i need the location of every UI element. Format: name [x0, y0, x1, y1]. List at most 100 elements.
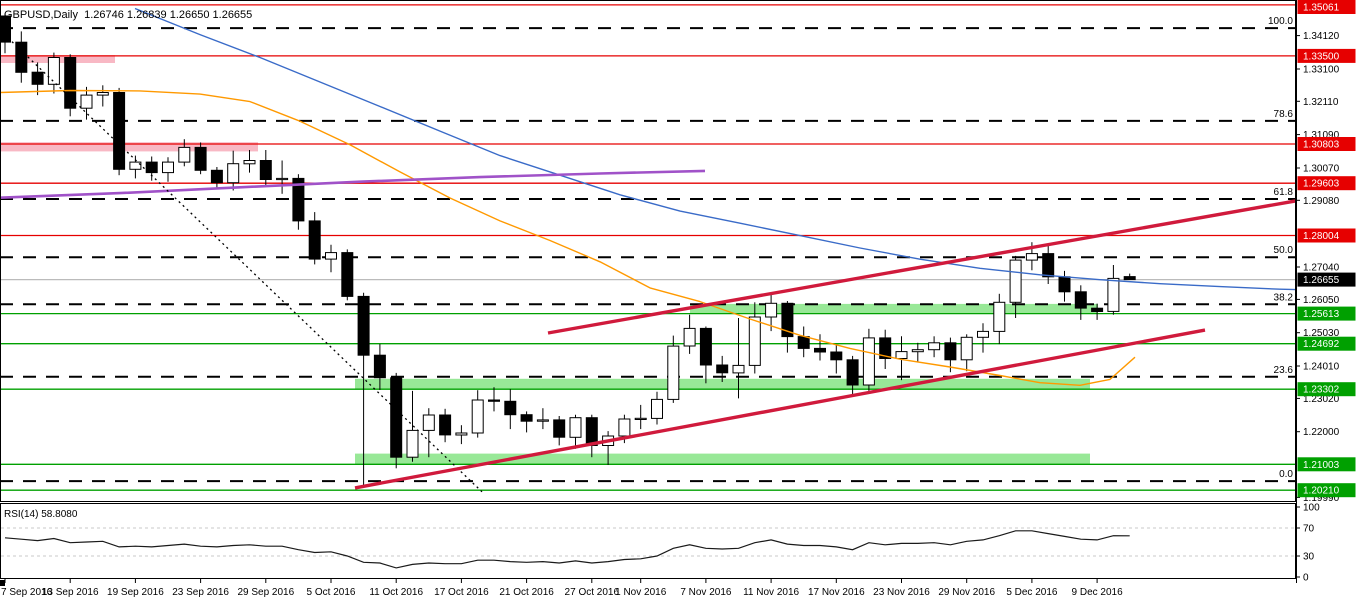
candle [960, 334, 973, 372]
rsi-line [4, 530, 1130, 569]
date-axis-label: 23 Sep 2016 [172, 587, 229, 598]
price-badge-label: 1.23302 [1303, 385, 1340, 396]
candle [1091, 303, 1104, 320]
horizontal-level-lines[interactable] [0, 4, 1296, 491]
candle [520, 411, 533, 433]
pink-zone-rect[interactable] [0, 142, 258, 152]
fib-level-label: 61.8 [1274, 187, 1294, 198]
candle [292, 174, 305, 230]
candle [406, 390, 419, 462]
date-axis-label: 9 Dec 2016 [1072, 587, 1124, 598]
price-badges: 1.35061 1.33500 1.30803 1.29603 1.28004 1.256… [1297, 0, 1356, 498]
candle [455, 425, 468, 445]
candle [879, 329, 892, 369]
candle [569, 414, 582, 449]
rsi-indicator: 100 70 30 0 [1, 503, 1320, 584]
price-axis: 1.34120 1.33100 1.32110 1.31090 1.30070 1.290… [1296, 31, 1340, 504]
price-axis-label: 1.29080 [1303, 196, 1340, 207]
date-axis-label: 27 Oct 2016 [565, 587, 620, 598]
price-axis-label: 1.34120 [1303, 31, 1340, 42]
candle [47, 52, 60, 94]
price-axis-label: 1.30070 [1303, 164, 1340, 175]
candle [651, 391, 663, 425]
candle [357, 292, 370, 486]
date-axis-label: 11 Nov 2016 [743, 587, 799, 598]
date-axis-label: 5 Dec 2016 [1006, 587, 1058, 598]
candle [1074, 285, 1087, 320]
date-axis-label: 11 Oct 2016 [369, 587, 423, 598]
green-zone-rect[interactable] [690, 303, 1098, 314]
fibonacci-retracement[interactable] [0, 27, 1296, 483]
price-badge-label: 1.29603 [1303, 179, 1340, 190]
rsi-axis-label: 30 [1303, 552, 1315, 563]
date-axis-label: 7 Nov 2016 [680, 587, 732, 598]
candle [504, 389, 517, 430]
candle [993, 293, 1006, 345]
ascending-channel-upper[interactable] [547, 190, 1358, 335]
ma-purple-200 [0, 169, 706, 199]
candle [781, 301, 794, 353]
candle [830, 344, 843, 374]
candle [227, 150, 240, 191]
fib-level-label: 38.2 [1274, 292, 1294, 303]
green-zone-rect[interactable] [355, 453, 1090, 465]
candle [64, 54, 77, 117]
candle [1009, 255, 1022, 318]
trend-lines[interactable] [7, 37, 1358, 493]
candle [846, 355, 859, 397]
price-axis-label: 1.27040 [1303, 263, 1340, 274]
price-axis-label: 1.33100 [1303, 65, 1340, 76]
price-badge [1297, 457, 1356, 472]
candle [210, 167, 223, 189]
candle [895, 336, 908, 381]
price-badge-label: 1.26655 [1303, 275, 1340, 286]
candlesticks [0, 13, 1136, 486]
fib-level-label: 23.6 [1274, 365, 1294, 376]
date-axis-label: 17 Nov 2016 [808, 587, 865, 598]
rsi-label: RSI(14) 58.8080 [4, 509, 78, 520]
ascending-channel-lower[interactable] [354, 328, 1206, 490]
candle [928, 336, 941, 358]
price-badge-label: 1.24692 [1303, 339, 1340, 350]
candle [716, 355, 729, 382]
rsi-axis-label: 70 [1303, 524, 1315, 535]
candle [1042, 244, 1055, 284]
candle [634, 404, 647, 430]
green-zone-rect[interactable] [355, 378, 1090, 390]
price-badge [1297, 306, 1356, 321]
candle [439, 408, 452, 443]
candle [683, 314, 696, 354]
date-axis-label: 29 Nov 2016 [938, 587, 995, 598]
candle [373, 344, 386, 390]
price-badge-label: 1.25613 [1303, 309, 1340, 320]
date-axis-label: 19 Sep 2016 [107, 587, 164, 598]
price-badge-label: 1.33500 [1303, 51, 1340, 62]
candle [113, 87, 126, 176]
price-axis-label: 1.32110 [1303, 97, 1339, 108]
candle [325, 244, 337, 273]
fib-level-label: 50.0 [1274, 245, 1294, 256]
chart-shift-marker [0, 580, 5, 586]
candle [0, 13, 11, 54]
fib-level-label: 78.6 [1274, 109, 1294, 120]
fib-level-label: 0.0 [1279, 469, 1293, 480]
candle [162, 157, 174, 182]
rsi-axis-label: 100 [1303, 503, 1320, 514]
candle [308, 212, 321, 265]
moving-averages [0, 7, 1296, 386]
rsi-axis-label: 0 [1303, 573, 1309, 584]
candle [259, 150, 272, 186]
price-badge [1297, 0, 1356, 14]
candle [341, 249, 354, 301]
price-badge [1297, 48, 1356, 63]
ma-orange-medium [0, 89, 1136, 386]
candle [15, 31, 28, 83]
ma-blue-slow [134, 7, 1296, 291]
candle [1123, 273, 1136, 281]
price-badge-label: 1.21003 [1303, 460, 1340, 471]
candle [145, 156, 158, 181]
main-plot-frame [0, 0, 1296, 502]
